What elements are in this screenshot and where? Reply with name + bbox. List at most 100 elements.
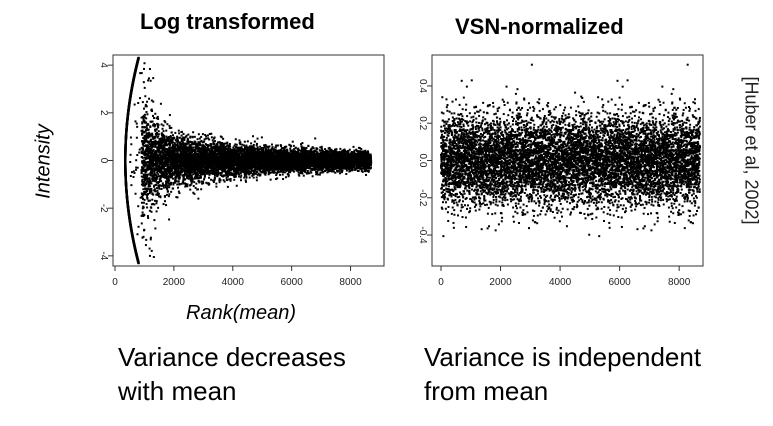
data-point — [199, 161, 201, 163]
data-point — [231, 156, 233, 158]
data-point — [188, 169, 190, 171]
data-point — [181, 135, 183, 137]
data-point — [150, 164, 152, 166]
data-point — [190, 162, 192, 164]
data-point — [252, 161, 254, 163]
data-point — [227, 159, 229, 161]
data-point — [248, 168, 250, 170]
data-point — [261, 166, 263, 168]
data-point — [257, 161, 259, 163]
data-point — [267, 146, 269, 148]
data-point — [214, 154, 216, 156]
data-point — [177, 196, 179, 198]
data-point — [178, 161, 180, 163]
data-point — [175, 148, 177, 150]
data-point — [191, 151, 193, 153]
data-point — [229, 157, 231, 159]
data-point — [231, 157, 233, 159]
data-point — [204, 134, 206, 136]
data-point — [243, 161, 245, 163]
data-point — [194, 157, 196, 159]
data-point — [226, 166, 228, 168]
data-point — [199, 168, 201, 170]
data-point — [144, 151, 146, 153]
data-point — [268, 154, 270, 156]
data-point — [162, 157, 164, 159]
data-point — [180, 154, 182, 156]
data-point — [155, 202, 157, 204]
data-point — [154, 124, 156, 126]
data-point — [259, 165, 261, 167]
data-point — [197, 156, 199, 158]
data-point — [269, 153, 271, 155]
data-point — [157, 155, 159, 157]
data-point — [235, 152, 237, 154]
data-point — [234, 152, 236, 154]
data-point — [231, 155, 233, 157]
data-point — [193, 154, 195, 156]
data-point — [188, 155, 190, 157]
data-point — [245, 155, 247, 157]
data-point — [201, 151, 203, 153]
data-point — [212, 154, 214, 156]
data-point — [150, 154, 152, 156]
data-point — [141, 130, 143, 132]
data-point — [215, 169, 217, 171]
data-point — [217, 171, 219, 173]
data-point — [144, 191, 146, 193]
data-point — [269, 164, 271, 166]
data-point — [166, 144, 168, 146]
data-point — [217, 163, 219, 165]
data-point — [233, 155, 235, 157]
data-point — [230, 167, 232, 169]
data-point — [179, 137, 181, 139]
data-point — [259, 153, 261, 155]
data-point — [219, 145, 221, 147]
data-point — [201, 152, 203, 154]
data-point — [201, 156, 203, 158]
data-point — [234, 149, 236, 151]
data-point — [158, 151, 160, 153]
data-point — [240, 158, 242, 160]
data-point — [248, 157, 250, 159]
data-point — [149, 162, 151, 164]
data-point — [182, 154, 184, 156]
data-point — [239, 169, 241, 171]
data-point — [250, 150, 252, 152]
data-point — [213, 147, 215, 149]
data-point — [239, 156, 241, 158]
data-point — [169, 148, 171, 150]
data-point — [262, 160, 264, 162]
data-point — [229, 158, 231, 160]
data-point — [260, 155, 262, 157]
data-point — [229, 166, 231, 168]
data-point — [194, 160, 196, 162]
data-point — [172, 149, 174, 151]
data-point — [142, 147, 144, 149]
data-point — [218, 158, 220, 160]
data-point — [226, 165, 228, 167]
data-point — [217, 157, 219, 159]
data-point — [253, 163, 255, 165]
data-point — [260, 153, 262, 155]
data-point — [177, 172, 179, 174]
data-point — [239, 152, 241, 154]
data-point — [207, 155, 209, 157]
data-point — [226, 148, 228, 150]
data-point — [150, 182, 152, 184]
data-point — [183, 177, 185, 179]
data-point — [148, 181, 150, 183]
data-point — [235, 153, 237, 155]
data-point — [165, 168, 167, 170]
data-point — [154, 227, 156, 229]
data-point — [266, 159, 268, 161]
data-point — [269, 157, 271, 159]
data-point — [202, 144, 204, 146]
data-point — [223, 150, 225, 152]
data-point — [205, 138, 207, 140]
data-point — [198, 133, 200, 135]
data-point — [269, 149, 271, 151]
data-point — [176, 150, 178, 152]
data-point — [172, 151, 174, 153]
data-point — [270, 167, 272, 169]
